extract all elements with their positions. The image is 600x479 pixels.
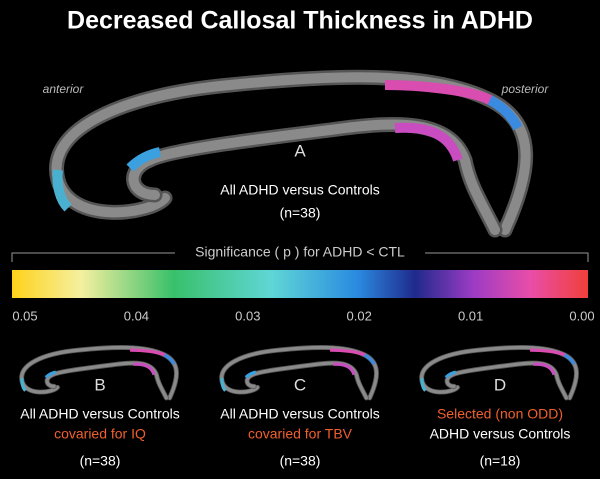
panel-letter: C [294,375,306,394]
panel-letter: B [94,375,105,394]
title: Decreased Callosal Thickness in ADHD [67,7,533,35]
panel-text: ADHD versus Controls [430,426,571,442]
panel-text: covaried for IQ [54,426,146,442]
colorbar [12,270,588,298]
colorbar-ticks: 0.05 0.04 0.03 0.02 0.01 0.00 [12,308,594,323]
panel-text: Selected (non ODD) [437,406,563,422]
colorbar-tick-label: 0.04 [124,308,149,323]
panel-text: All ADHD versus Controls [20,406,180,422]
colorbar-label: Significance ( p ) for ADHD < CTL [195,244,405,260]
panel-text: All ADHD versus Controls [220,406,380,422]
colorbar-tick-label: 0.03 [235,308,260,323]
panel-text: covaried for TBV [248,426,353,442]
panel-text: (n=38) [280,205,321,221]
panel-letter: A [294,141,306,160]
colorbar-tick-label: 0.02 [347,308,372,323]
posterior-label: posterior [501,82,550,96]
label-bg [175,244,425,262]
anterior-label: anterior [43,82,85,96]
colorbar-tick-label: 0.00 [569,308,594,323]
panel-text: (n=38) [280,453,321,469]
panel-text: (n=18) [480,453,521,469]
panel-text: All ADHD versus Controls [220,182,380,198]
panel-text: (n=38) [80,453,121,469]
colorbar-tick-label: 0.01 [458,308,483,323]
colorbar-tick-label: 0.05 [12,308,37,323]
panel-letter: D [494,375,506,394]
